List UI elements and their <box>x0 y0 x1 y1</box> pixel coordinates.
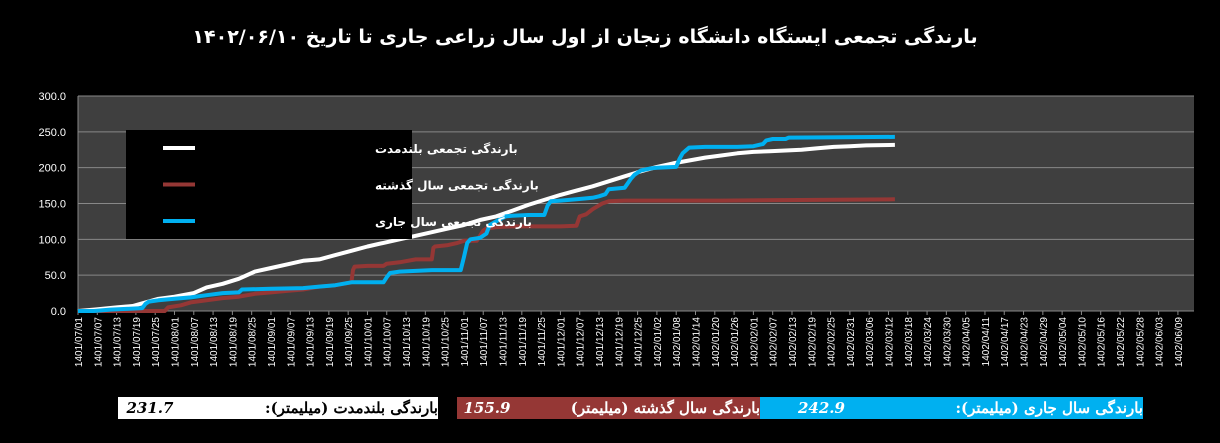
x-tick-label: 1402/02/31 <box>846 317 857 367</box>
x-tick-label: 1401/12/25 <box>634 317 645 367</box>
current-year-value: 242.9 <box>798 399 845 417</box>
x-tick-label: 1402/05/16 <box>1097 317 1108 367</box>
x-tick-label: 1401/07/07 <box>93 317 104 367</box>
previous-year-label: بارندگی سال گذشته (میلیمتر) <box>516 397 760 419</box>
x-tick-label: 1402/06/03 <box>1155 317 1166 367</box>
x-tick-label: 1401/11/25 <box>537 317 548 367</box>
x-tick-label: 1401/08/01 <box>170 317 181 367</box>
x-tick-label: 1401/11/13 <box>499 317 510 367</box>
x-tick-label: 1402/03/18 <box>904 317 915 367</box>
x-tick-label: 1402/01/26 <box>730 317 741 367</box>
y-tick-label: 150.0 <box>38 199 66 211</box>
x-tick-label: 1402/04/17 <box>1000 317 1011 367</box>
x-tick-label: 1402/04/29 <box>1039 317 1050 367</box>
x-tick-label: 1401/09/13 <box>306 317 317 367</box>
x-tick-label: 1401/11/07 <box>479 317 490 367</box>
x-tick-label: 1401/08/19 <box>228 317 239 367</box>
x-tick-label: 1401/10/25 <box>441 317 452 367</box>
x-tick-label: 1402/06/09 <box>1174 317 1185 367</box>
x-tick-label: 1401/09/19 <box>325 317 336 367</box>
x-tick-label: 1402/01/14 <box>691 317 702 367</box>
x-tick-label: 1402/02/07 <box>769 317 780 367</box>
y-tick-label: 0.0 <box>51 306 66 318</box>
line-chart: 0.0 50.0 100.0 150.0 200.0 250.0 300.0 1401/07… <box>38 91 1194 367</box>
x-tick-label: 1402/04/23 <box>1020 317 1031 367</box>
y-tick-label: 200.0 <box>38 163 66 175</box>
x-tick-label: 1401/12/01 <box>556 317 567 367</box>
x-tick-label: 1402/05/10 <box>1077 317 1088 367</box>
x-tick-label: 1402/05/04 <box>1058 317 1069 367</box>
longterm-label: بارندگی بلندمدت (میلیمتر): <box>182 397 438 419</box>
x-tick-label: 1401/08/07 <box>190 317 201 367</box>
x-tick-label: 1401/07/19 <box>132 317 143 367</box>
x-tick-label: 1402/02/25 <box>827 317 838 367</box>
x-tick-label: 1401/12/13 <box>595 317 606 367</box>
series-line <box>78 134 895 313</box>
y-tick-label: 100.0 <box>38 234 66 246</box>
chart-title: بارندگی تجمعی ایستگاه دانشگاه زنجان از ا… <box>192 26 978 48</box>
summary-bar: بارندگی سال جاری (میلیمتر): 242.9 بارندگ… <box>0 397 1220 419</box>
x-tick-label: 1402/01/02 <box>653 317 664 367</box>
x-tick-label: 1401/10/19 <box>421 317 432 367</box>
x-tick-label: 1402/04/05 <box>962 317 973 367</box>
x-tick-label: 1401/11/01 <box>460 317 471 367</box>
x-tick-label: 1401/09/25 <box>344 317 355 367</box>
x-tick-label: 1402/03/12 <box>884 317 895 367</box>
x-tick-label: 1402/03/06 <box>865 317 876 367</box>
x-tick-label: 1401/07/13 <box>113 317 124 367</box>
y-tick-label: 300.0 <box>38 91 66 103</box>
x-tick-label: 1401/10/07 <box>383 317 394 367</box>
x-tick-label: 1401/09/07 <box>286 317 297 367</box>
x-tick-label: 1402/02/01 <box>749 317 760 367</box>
x-tick-label: 1402/01/08 <box>672 317 683 367</box>
x-tick-label: 1401/07/25 <box>151 317 162 367</box>
y-tick-label: 250.0 <box>38 127 66 139</box>
x-tick-label: 1402/05/22 <box>1116 317 1127 367</box>
x-tick-label: 1402/05/28 <box>1135 317 1146 367</box>
x-tick-label: 1401/08/13 <box>209 317 220 367</box>
x-tick-label: 1402/03/30 <box>942 317 953 367</box>
longterm-value: 231.7 <box>118 397 182 419</box>
x-tick-label: 1402/03/24 <box>923 317 934 367</box>
x-tick-label: 1401/12/07 <box>576 317 587 367</box>
previous-year-value: 155.9 <box>457 397 517 419</box>
x-tick-label: 1401/11/19 <box>518 317 529 367</box>
x-tick-label: 1402/02/19 <box>807 317 818 367</box>
y-tick-label: 50.0 <box>45 270 66 282</box>
x-tick-label: 1401/10/13 <box>402 317 413 367</box>
legend-label: بارندگی تجمعی سال گذشته <box>375 179 539 193</box>
x-tick-label: 1402/02/13 <box>788 317 799 367</box>
x-tick-label: 1402/04/11 <box>981 317 992 367</box>
legend-label: بارندگی تجمعی سال جاری <box>375 215 532 229</box>
x-tick-label: 1401/09/01 <box>267 317 278 367</box>
series-line <box>78 197 895 313</box>
x-tick-label: 1401/12/19 <box>614 317 625 367</box>
series-line <box>77 142 895 313</box>
current-year-label: بارندگی سال جاری (میلیمتر): <box>760 397 1143 419</box>
x-tick-label: 1402/01/20 <box>711 317 722 367</box>
legend-label: بارندگی تجمعی بلندمدت <box>375 142 518 156</box>
x-tick-label: 1401/07/01 <box>74 317 85 367</box>
x-tick-label: 1401/08/25 <box>248 317 259 367</box>
x-tick-label: 1401/10/01 <box>363 317 374 367</box>
